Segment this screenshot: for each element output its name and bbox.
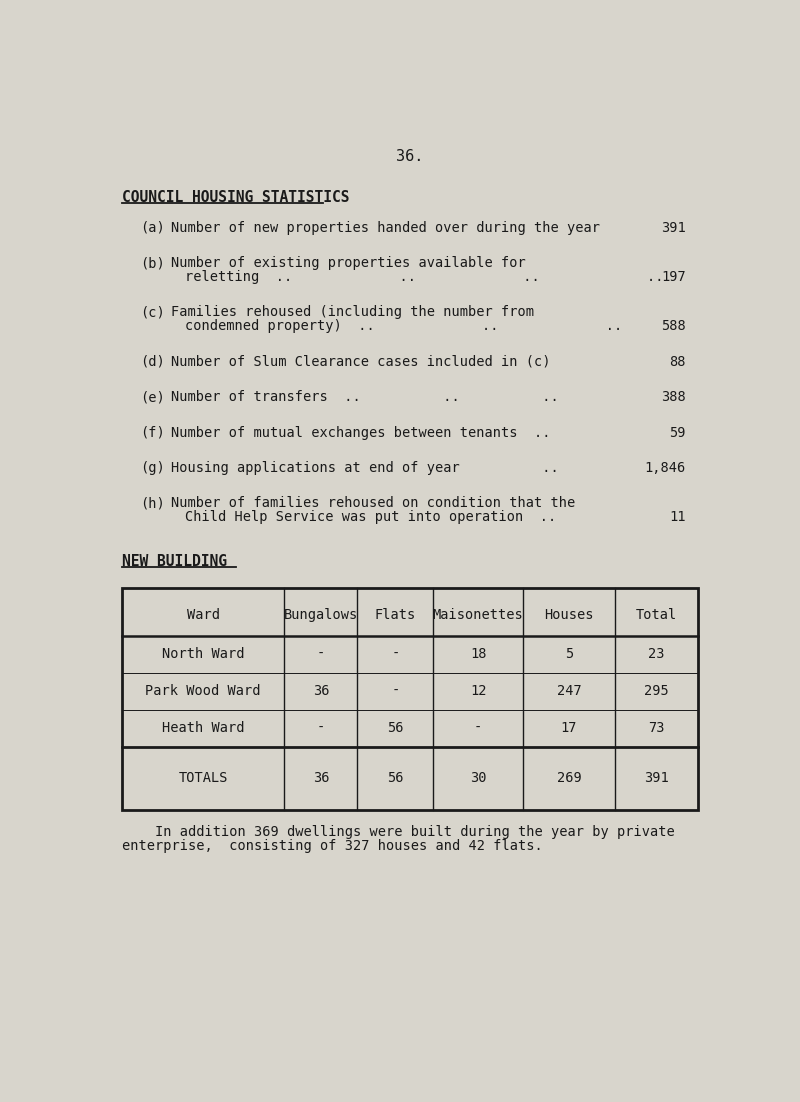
Text: 269: 269 [557, 771, 582, 786]
Text: 295: 295 [644, 684, 669, 699]
Text: COUNCIL HOUSING STATISTICS: COUNCIL HOUSING STATISTICS [122, 190, 349, 205]
Text: 1,846: 1,846 [645, 461, 686, 475]
Text: Bungalows: Bungalows [284, 608, 358, 622]
Text: 17: 17 [561, 721, 577, 735]
Text: 391: 391 [644, 771, 669, 786]
Text: 36: 36 [313, 684, 329, 699]
Text: Housing applications at end of year          ..: Housing applications at end of year .. [171, 461, 559, 475]
Text: Total: Total [636, 608, 677, 622]
Text: TOTALS: TOTALS [178, 771, 228, 786]
Text: reletting  ..             ..             ..             ..: reletting .. .. .. .. [186, 270, 664, 284]
Text: 18: 18 [470, 647, 486, 661]
Text: (b): (b) [140, 256, 165, 270]
Text: Number of transfers  ..          ..          ..: Number of transfers .. .. .. [171, 390, 559, 404]
Text: 88: 88 [670, 355, 686, 369]
Text: Houses: Houses [544, 608, 594, 622]
Text: Ward: Ward [186, 608, 219, 622]
Text: -: - [317, 647, 325, 661]
Text: 56: 56 [387, 721, 403, 735]
Text: (c): (c) [140, 305, 165, 320]
Text: Number of families rehoused on condition that the: Number of families rehoused on condition… [171, 496, 575, 510]
Text: Child Help Service was put into operation  ..: Child Help Service was put into operatio… [186, 510, 557, 525]
Text: Park Wood Ward: Park Wood Ward [146, 684, 261, 699]
Text: condemned property)  ..             ..             ..: condemned property) .. .. .. [186, 320, 622, 333]
Text: -: - [391, 684, 399, 699]
Text: (f): (f) [140, 425, 165, 440]
Text: 391: 391 [661, 220, 686, 235]
Text: 73: 73 [648, 721, 665, 735]
Text: -: - [391, 647, 399, 661]
Text: 56: 56 [387, 771, 403, 786]
Text: (e): (e) [140, 390, 165, 404]
Text: 36: 36 [313, 771, 329, 786]
Text: 12: 12 [470, 684, 486, 699]
Text: (g): (g) [140, 461, 165, 475]
Text: 247: 247 [557, 684, 582, 699]
Text: 59: 59 [670, 425, 686, 440]
Text: 197: 197 [661, 270, 686, 284]
Text: In addition 369 dwellings were built during the year by private: In addition 369 dwellings were built dur… [122, 825, 674, 840]
Text: Number of new properties handed over during the year: Number of new properties handed over dur… [171, 220, 600, 235]
Bar [122, 588, 698, 810]
Text: 5: 5 [565, 647, 573, 661]
Text: 36.: 36. [396, 149, 424, 164]
Text: Number of Slum Clearance cases included in (c): Number of Slum Clearance cases included … [171, 355, 550, 369]
Text: 588: 588 [661, 320, 686, 333]
Text: 30: 30 [470, 771, 486, 786]
Text: 11: 11 [670, 510, 686, 525]
Text: 388: 388 [661, 390, 686, 404]
Text: -: - [474, 721, 482, 735]
Text: Families rehoused (including the number from: Families rehoused (including the number … [171, 305, 534, 320]
Text: NEW BUILDING: NEW BUILDING [122, 554, 226, 570]
Text: enterprise,  consisting of 327 houses and 42 flats.: enterprise, consisting of 327 houses and… [122, 839, 542, 853]
Text: Heath Ward: Heath Ward [162, 721, 244, 735]
Text: 23: 23 [648, 647, 665, 661]
Text: Maisonettes: Maisonettes [433, 608, 523, 622]
Text: Number of mutual exchanges between tenants  ..: Number of mutual exchanges between tenan… [171, 425, 550, 440]
Text: -: - [317, 721, 325, 735]
Text: (a): (a) [140, 220, 165, 235]
Text: (h): (h) [140, 496, 165, 510]
Text: (d): (d) [140, 355, 165, 369]
Text: Number of existing properties available for: Number of existing properties available … [171, 256, 526, 270]
Text: North Ward: North Ward [162, 647, 244, 661]
Text: Flats: Flats [374, 608, 416, 622]
